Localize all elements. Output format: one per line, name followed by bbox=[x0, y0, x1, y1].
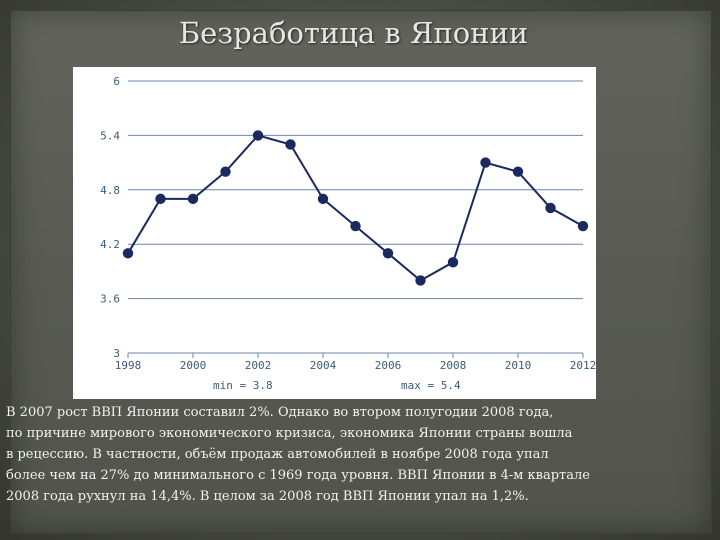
x-tick-label: 1998 bbox=[115, 359, 142, 372]
data-point bbox=[447, 257, 459, 268]
max-label: max = 5.4 bbox=[401, 379, 461, 392]
slide-title: Безработица в Японии bbox=[178, 16, 529, 50]
data-point bbox=[382, 248, 394, 259]
data-point bbox=[350, 220, 361, 232]
x-tick-label: 2012 bbox=[570, 359, 596, 372]
text-line: по причине мирового экономического кризи… bbox=[6, 426, 573, 441]
grid-layer bbox=[128, 80, 583, 354]
x-tick-label: 2008 bbox=[440, 359, 467, 372]
data-point bbox=[545, 202, 556, 214]
data-points bbox=[122, 130, 589, 286]
y-tick-label: 4.2 bbox=[100, 238, 120, 251]
x-tick-label: 2010 bbox=[505, 359, 532, 372]
x-tick-label: 2002 bbox=[245, 359, 272, 372]
y-tick-labels: 6 5.4 4.8 4.2 3.6 3 bbox=[100, 75, 120, 360]
unemployment-chart: 6 5.4 4.8 4.2 3.6 3 1998 2000 2002 2004 2006 2008 2… bbox=[73, 67, 596, 399]
data-point bbox=[577, 220, 589, 232]
data-point bbox=[122, 248, 134, 259]
x-tick-labels: 1998 2000 2002 2004 2006 2008 2010 2012 bbox=[115, 353, 596, 372]
y-tick-label: 3 bbox=[113, 347, 120, 360]
y-tick-label: 4.8 bbox=[100, 184, 120, 197]
y-tick-label: 5.4 bbox=[100, 129, 120, 142]
data-point bbox=[415, 275, 426, 286]
data-point bbox=[220, 166, 231, 177]
min-label: min = 3.8 bbox=[213, 379, 273, 392]
x-tick-label: 2004 bbox=[310, 359, 337, 372]
series-line bbox=[127, 134, 584, 282]
x-tick-label: 2000 bbox=[180, 359, 207, 372]
y-tick-label: 3.6 bbox=[100, 293, 120, 306]
text-line: в рецессию. В частности, объём продаж ав… bbox=[6, 447, 549, 462]
text-line: В 2007 рост ВВП Японии составил 2%. Одна… bbox=[6, 405, 554, 420]
data-point bbox=[317, 193, 329, 205]
description-text: В 2007 рост ВВП Японии составил 2%. Одна… bbox=[6, 402, 706, 507]
data-point bbox=[187, 193, 199, 205]
data-point bbox=[285, 139, 296, 150]
text-line: 2008 года рухнул на 14,4%. В целом за 20… bbox=[6, 489, 529, 504]
series-line-layer bbox=[127, 134, 584, 282]
data-point bbox=[155, 193, 166, 205]
data-point bbox=[252, 130, 264, 141]
data-point bbox=[480, 157, 491, 168]
data-point bbox=[512, 166, 524, 177]
chart-svg: 6 5.4 4.8 4.2 3.6 3 1998 2000 2002 2004 2006 2008 2… bbox=[100, 75, 596, 392]
text-line: более чем на 27% до минимального с 1969 … bbox=[6, 468, 590, 483]
x-tick-label: 2006 bbox=[375, 359, 402, 372]
y-tick-label: 6 bbox=[113, 75, 120, 88]
